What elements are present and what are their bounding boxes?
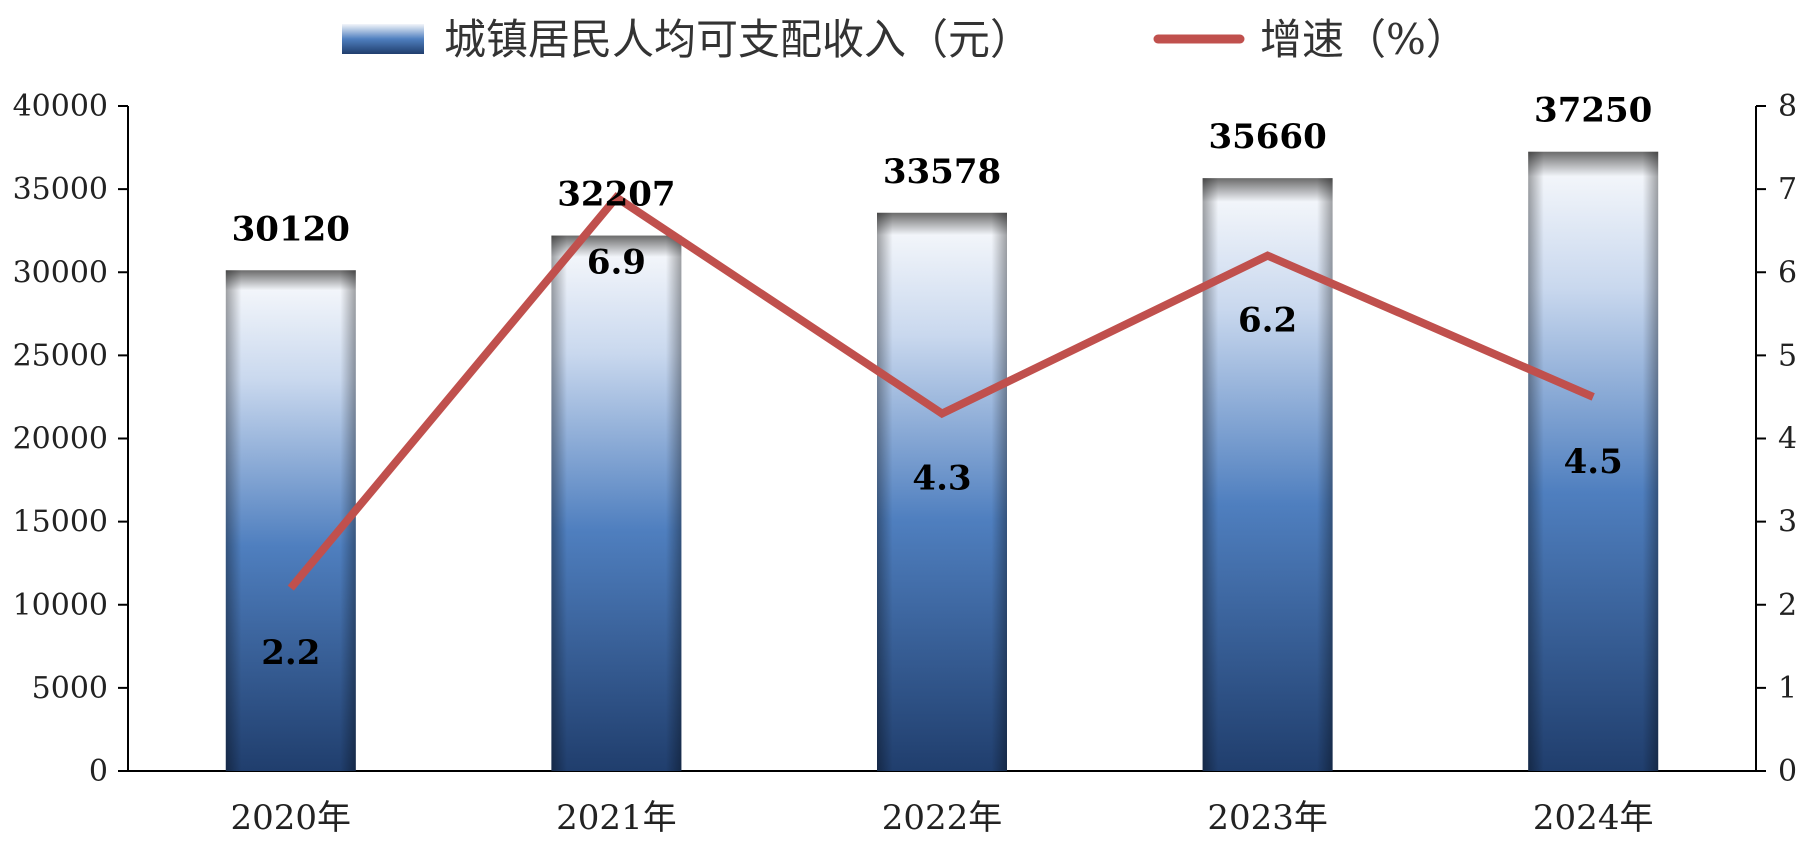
right-tick-label: 8 [1778, 89, 1797, 124]
axes: 0 5000 10000 15000 20000 25000 30000 35000 40000… [13, 89, 1798, 789]
right-tick-label: 4 [1778, 422, 1797, 457]
line-value-label: 2.2 [261, 633, 320, 673]
right-tick-label: 7 [1778, 172, 1797, 207]
right-tick-label: 1 [1778, 671, 1797, 706]
left-tick-label: 20000 [13, 422, 108, 457]
line-series [287, 192, 1595, 591]
legend-bar-swatch [342, 24, 424, 54]
bar-value-label: 32207 [557, 175, 675, 215]
left-tick-label: 5000 [32, 671, 108, 706]
right-tick-label: 3 [1778, 505, 1797, 540]
right-tick-label: 0 [1778, 754, 1797, 789]
category-label: 2020年 [231, 798, 352, 838]
category-label: 2021年 [556, 798, 677, 838]
growth-line [287, 192, 1595, 591]
category-label: 2024年 [1533, 798, 1654, 838]
left-tick-label: 35000 [13, 172, 108, 207]
left-tick-label: 40000 [13, 89, 108, 124]
right-tick-label: 5 [1778, 338, 1797, 373]
right-tick-label: 6 [1778, 255, 1797, 290]
left-y-ticks: 0 5000 10000 15000 20000 25000 30000 35000 40000 [13, 89, 128, 789]
left-tick-label: 25000 [13, 338, 108, 373]
bar-value-label: 35660 [1208, 117, 1326, 157]
bar-shading [1528, 151, 1659, 771]
legend-bar-label: 城镇居民人均可支配收入（元） [444, 15, 1032, 64]
left-tick-label: 30000 [13, 255, 108, 290]
legend: 城镇居民人均可支配收入（元） 增速（%） [342, 15, 1468, 64]
line-value-label: 4.3 [912, 459, 971, 499]
right-y-ticks: 0 1 2 3 4 5 6 7 8 [1756, 89, 1797, 789]
bar-shading [551, 235, 682, 772]
line-value-label: 4.5 [1564, 442, 1623, 482]
left-tick-label: 10000 [13, 588, 108, 623]
category-label: 2022年 [882, 798, 1003, 838]
bar-value-label: 30120 [232, 209, 350, 249]
bar-series [225, 151, 1659, 772]
bar-value-label: 37250 [1534, 91, 1652, 131]
line-value-label: 6.2 [1238, 301, 1297, 341]
right-tick-label: 2 [1778, 588, 1797, 623]
bar-shading [877, 212, 1007, 771]
category-labels: 2020年 2021年 2022年 2023年 2024年 [231, 798, 1654, 838]
left-tick-label: 0 [89, 754, 108, 789]
bar-shading [1202, 178, 1333, 772]
bar-shading [225, 270, 356, 771]
line-value-label: 6.9 [587, 242, 646, 282]
legend-line-label: 增速（%） [1260, 15, 1468, 64]
bar-value-label: 33578 [883, 152, 1001, 192]
category-label: 2023年 [1207, 798, 1328, 838]
left-tick-label: 15000 [13, 505, 108, 540]
line-value-labels: 2.2 6.9 4.3 6.2 4.5 [261, 242, 1623, 673]
bar-value-labels: 30120 32207 33578 35660 37250 [232, 91, 1653, 250]
